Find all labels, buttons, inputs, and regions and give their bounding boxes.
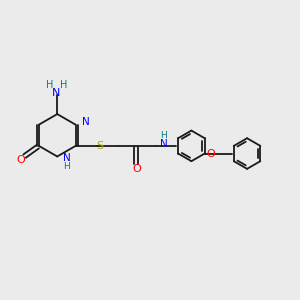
Text: O: O: [206, 148, 215, 158]
Text: O: O: [17, 155, 26, 166]
Text: N: N: [63, 153, 71, 163]
Text: N: N: [160, 140, 168, 149]
Text: S: S: [96, 141, 103, 151]
Text: H: H: [160, 131, 166, 140]
Text: H: H: [60, 80, 68, 90]
Text: N: N: [52, 88, 60, 98]
Text: N: N: [82, 117, 90, 127]
Text: H: H: [63, 162, 70, 171]
Text: O: O: [132, 164, 141, 174]
Text: H: H: [46, 80, 54, 90]
